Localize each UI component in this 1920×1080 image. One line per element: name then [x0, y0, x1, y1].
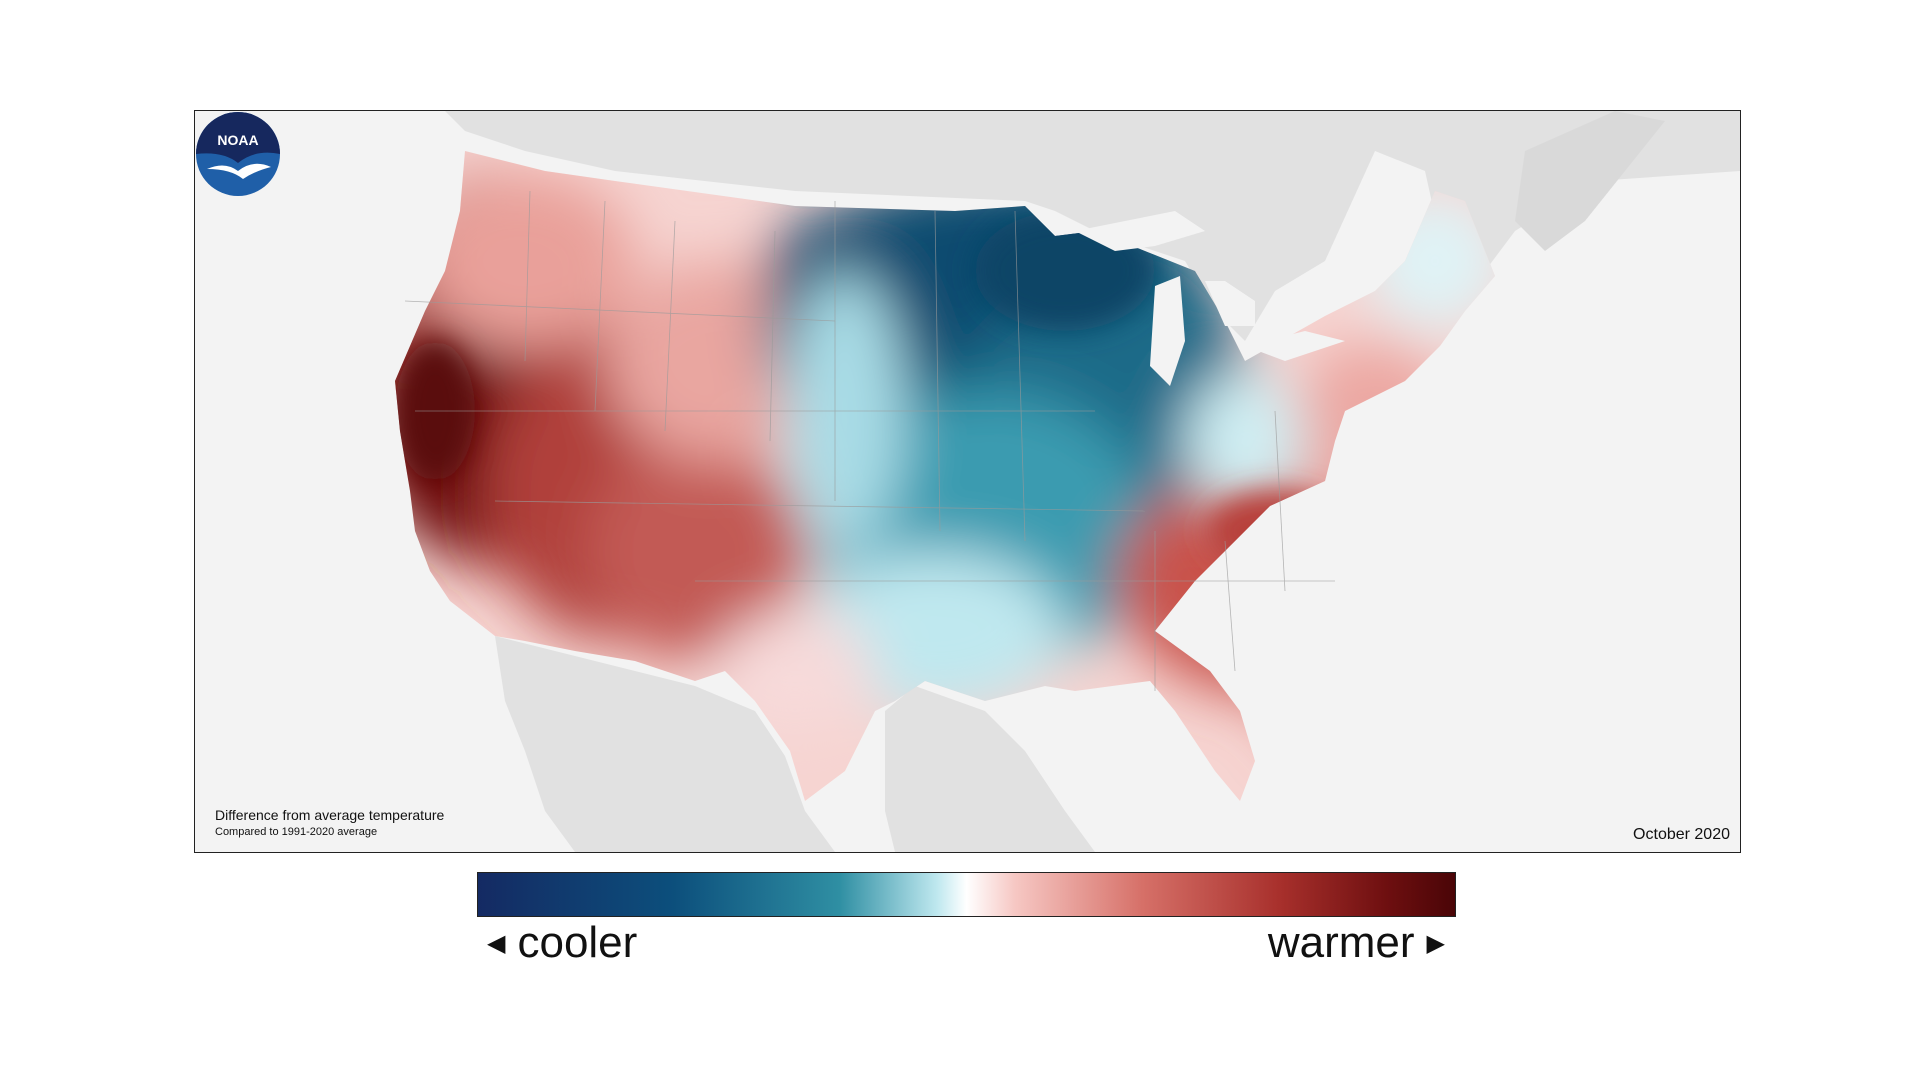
- temperature-anomaly-map: Difference from average temperature Comp…: [194, 110, 1741, 853]
- caption-title: Difference from average temperature: [215, 807, 445, 823]
- legend-cool-label: cooler: [517, 918, 638, 967]
- map-date: October 2020: [1633, 826, 1730, 843]
- legend-warm-label: warmer: [1267, 918, 1415, 967]
- right-arrow-icon: ▶: [1426, 929, 1445, 957]
- color-scale-bar: [477, 872, 1456, 917]
- map-canvas: [395, 111, 1740, 852]
- legend-cool: ◀ cooler: [487, 918, 637, 968]
- map-caption: Difference from average temperature Comp…: [215, 807, 444, 838]
- noaa-logo-icon: NOAA: [196, 112, 280, 196]
- caption-subtitle: Compared to 1991-2020 average: [215, 826, 378, 838]
- legend-warm: warmer ▶: [1268, 918, 1445, 968]
- logo-text: NOAA: [217, 132, 258, 148]
- left-arrow-icon: ◀: [487, 929, 506, 957]
